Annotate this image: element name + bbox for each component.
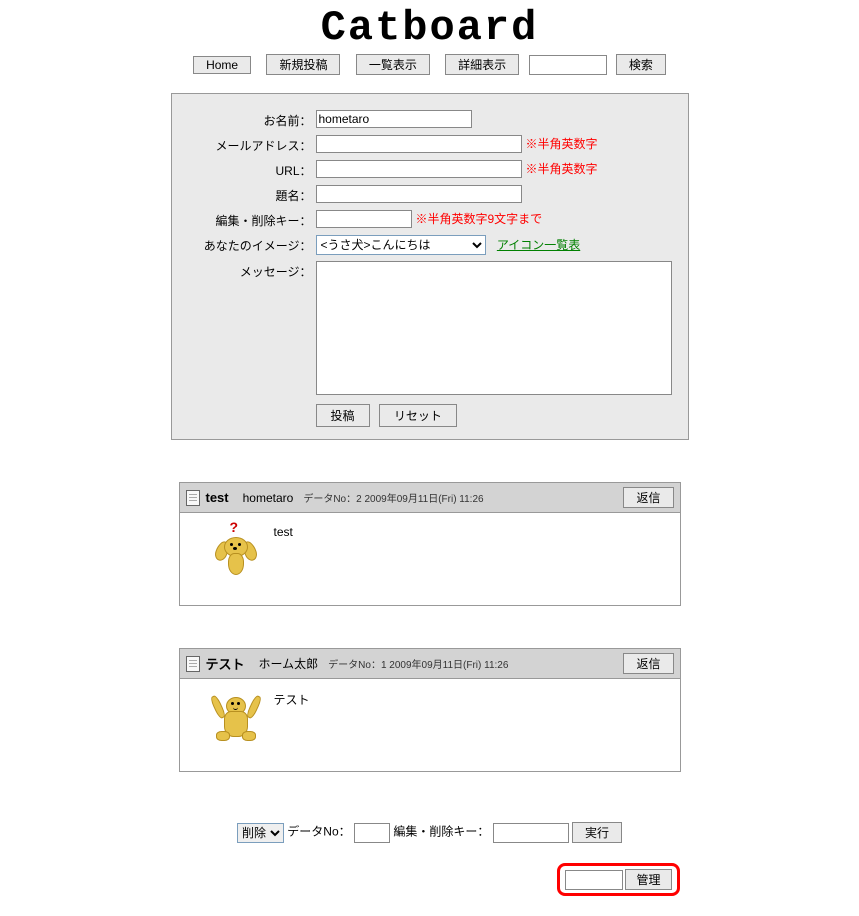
image-select[interactable]: <うさ犬>こんにちは	[316, 235, 486, 255]
post: test hometaro データNo：2 2009年09月11日(Fri) 1…	[179, 482, 681, 606]
document-icon	[186, 656, 200, 672]
detail-button[interactable]: 詳細表示	[445, 54, 519, 75]
admin-button[interactable]: 管理	[625, 869, 671, 890]
reply-button[interactable]: 返信	[623, 487, 673, 508]
message-field[interactable]	[316, 261, 672, 395]
url-field[interactable]	[316, 160, 522, 178]
list-button[interactable]: 一覧表示	[356, 54, 430, 75]
post: テスト ホーム太郎 データNo：1 2009年09月11日(Fri) 11:26…	[179, 648, 681, 772]
key-field[interactable]	[316, 210, 412, 228]
icon-list-link[interactable]: アイコン一覧表	[497, 238, 580, 252]
post-form: お名前： メールアドレス： ※半角英数字 URL： ※半角英数字 題名： 編集・…	[171, 93, 689, 440]
email-field[interactable]	[316, 135, 522, 153]
subject-field[interactable]	[316, 185, 522, 203]
admin-box: 管理	[557, 863, 679, 896]
home-button[interactable]: Home	[193, 56, 251, 74]
post-message: テスト	[274, 691, 310, 708]
post-title: テスト	[206, 654, 245, 673]
key-label: 編集・削除キー：	[180, 210, 316, 229]
post-header: テスト ホーム太郎 データNo：1 2009年09月11日(Fri) 11:26…	[180, 649, 680, 679]
email-note: ※半角英数字	[526, 137, 598, 151]
submit-button[interactable]: 投稿	[316, 404, 370, 427]
subject-label: 題名：	[180, 185, 316, 204]
page-title: Catboard	[0, 4, 859, 52]
avatar-sitting-icon	[210, 691, 258, 743]
exec-button[interactable]: 実行	[572, 822, 622, 843]
post-message: test	[274, 525, 293, 539]
newpost-button[interactable]: 新規投稿	[266, 54, 340, 75]
action-select[interactable]: 削除	[237, 823, 284, 843]
search-input[interactable]	[529, 55, 607, 75]
admin-pass-field[interactable]	[565, 870, 623, 890]
post-author: hometaro	[243, 491, 294, 505]
url-note: ※半角英数字	[526, 162, 598, 176]
name-label: お名前：	[180, 110, 316, 129]
key-note: ※半角英数字9文字まで	[416, 212, 543, 226]
editkey-label: 編集・削除キー：	[393, 825, 489, 839]
top-nav: Home 新規投稿 一覧表示 詳細表示 検索	[0, 54, 859, 75]
post-header: test hometaro データNo：2 2009年09月11日(Fri) 1…	[180, 483, 680, 513]
post-meta: データNo：2 2009年09月11日(Fri) 11:26	[303, 490, 623, 505]
search-button[interactable]: 検索	[616, 54, 666, 75]
editkey-field[interactable]	[493, 823, 569, 843]
image-label: あなたのイメージ：	[180, 235, 316, 254]
message-label: メッセージ：	[180, 261, 316, 280]
datano-label: データNo：	[287, 825, 350, 839]
reset-button[interactable]: リセット	[379, 404, 457, 427]
url-label: URL：	[180, 160, 316, 179]
post-author: ホーム太郎	[259, 655, 319, 672]
document-icon	[186, 490, 200, 506]
avatar-usainu-icon: ?	[210, 525, 258, 577]
email-label: メールアドレス：	[180, 135, 316, 154]
post-title: test	[206, 490, 229, 505]
name-field[interactable]	[316, 110, 472, 128]
datano-field[interactable]	[354, 823, 390, 843]
post-meta: データNo：1 2009年09月11日(Fri) 11:26	[328, 656, 623, 671]
reply-button[interactable]: 返信	[623, 653, 673, 674]
action-bar: 削除 データNo： 編集・削除キー： 実行	[0, 822, 859, 843]
